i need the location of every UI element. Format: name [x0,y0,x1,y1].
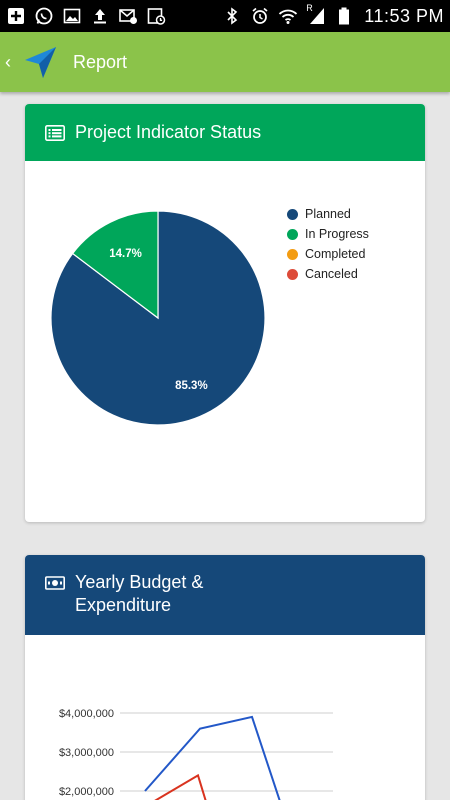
budget-title-line2: Expenditure [75,595,172,615]
legend-label-canceled: Canceled [305,267,358,281]
pie-label-in-progress: 14.7% [109,248,142,260]
legend-item-completed[interactable]: Completed [287,244,369,264]
mail-icon [118,6,138,26]
budget-title-line1: Yearly Budget & [75,572,204,592]
pie-slice-in-progress[interactable] [71,210,159,320]
legend-item-canceled[interactable]: Canceled [287,264,369,284]
budget-series-line[interactable] [144,715,283,800]
project-indicator-title: Project Indicator Status [75,122,262,142]
legend-swatch-in-progress [287,228,298,240]
page-title: Report [73,51,128,72]
signal-icon: R [306,3,326,26]
legend-swatch-planned [287,208,298,220]
legend-label-planned: Planned [305,207,351,221]
budget-header: Yearly Budget & Expenditure [25,555,425,635]
y-tick-label: $2,000,000 [59,786,114,798]
legend-label-completed: Completed [305,247,366,261]
battery-icon [334,6,354,26]
whatsapp-icon [34,6,54,26]
legend-item-planned[interactable]: Planned [287,204,369,224]
indicator-pie-chart: 85.3% 14.7% [50,210,266,426]
pie-label-planned: 85.3% [175,380,208,392]
money-icon [45,576,65,590]
expenditure-series-line[interactable] [145,773,217,800]
legend-swatch-canceled [287,268,298,280]
budget-title: Yearly Budget & Expenditure [75,571,203,617]
calendar-icon [146,6,166,26]
y-tick-label: $4,000,000 [59,708,114,720]
status-bar: R 11:53 PM [0,0,450,32]
bluetooth-icon [222,6,242,26]
legend-swatch-completed [287,248,298,260]
alarm-icon [250,6,270,26]
image-icon [62,6,82,26]
wifi-icon [278,6,298,26]
navigation-arrow-icon[interactable] [23,44,59,80]
legend-label-in-progress: In Progress [305,227,369,241]
add-icon [6,6,26,26]
upload-icon [90,6,110,26]
back-chevron-icon[interactable]: ‹ [5,51,11,72]
project-indicator-header: Project Indicator Status [25,104,425,161]
y-tick-label: $3,000,000 [59,747,114,759]
signal-roaming-label: R [306,3,313,13]
app-bar: ‹ Report [0,32,450,92]
budget-line-chart: $4,000,000 $3,000,000 $2,000,000 [59,708,333,800]
pie-legend: Planned In Progress Completed Canceled [287,204,369,284]
legend-item-in-progress[interactable]: In Progress [287,224,369,244]
project-indicator-card: Project Indicator Status 85.3% 14.7% Plan… [25,104,425,522]
clock-time: 11:53 PM [364,5,444,26]
budget-card: Yearly Budget & Expenditure $4,000,000 $3… [25,555,425,800]
list-icon [45,124,65,141]
